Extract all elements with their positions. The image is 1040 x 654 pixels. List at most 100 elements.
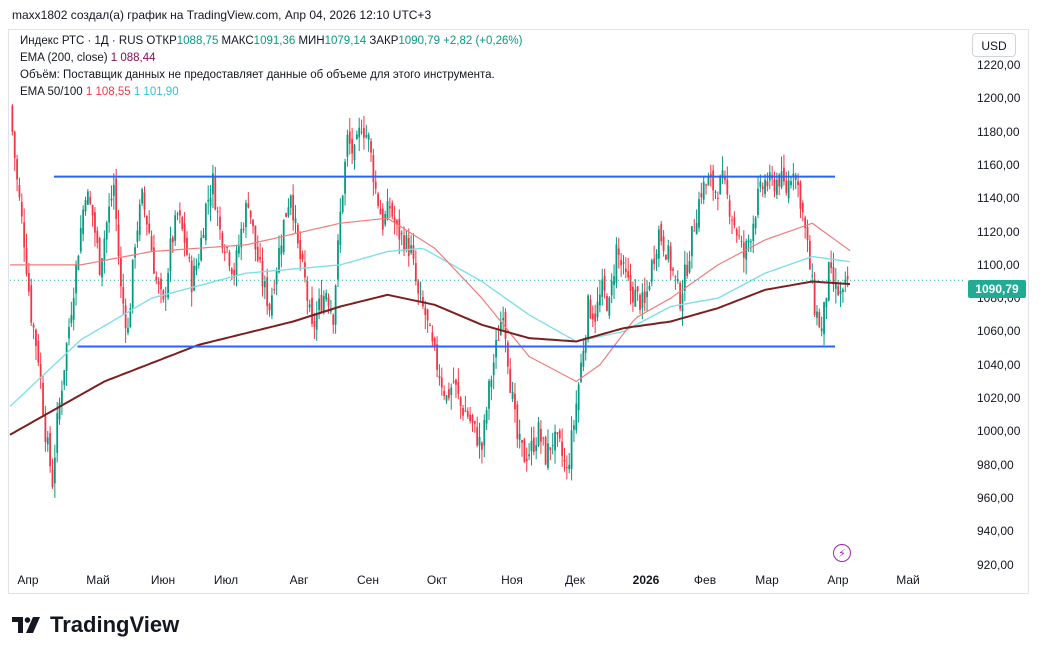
candle-body: [641, 292, 644, 308]
candle-body: [707, 176, 710, 186]
candle-body: [584, 337, 587, 353]
candle-body: [353, 145, 356, 161]
candle-body: [653, 258, 656, 264]
price-tick-label: 1060,00: [977, 324, 1021, 339]
candle-body: [492, 362, 495, 376]
candle-body: [131, 259, 134, 308]
candle-body: [292, 194, 295, 221]
candle-body: [384, 213, 387, 225]
candle-body: [391, 202, 394, 217]
candle-body: [388, 206, 391, 209]
candle-body: [348, 131, 351, 144]
flash-icon[interactable]: ⚡: [833, 544, 851, 562]
candle-body: [197, 262, 200, 266]
candle-body: [440, 377, 443, 388]
legend-ema200-row[interactable]: EMA (200, close) 1 088,44: [20, 50, 156, 66]
price-tick-label: 920,00: [977, 557, 1014, 572]
candle-body: [761, 186, 764, 190]
currency-button[interactable]: USD: [972, 33, 1016, 57]
candle-body: [665, 254, 667, 260]
candle-body: [16, 159, 18, 180]
candle-body: [72, 298, 75, 320]
candle-body: [254, 225, 257, 250]
candle-body: [417, 280, 420, 294]
low-value: 1079,14: [324, 35, 367, 47]
candle-body: [606, 295, 608, 311]
candle-body: [155, 276, 158, 281]
ema100-line: [9, 247, 851, 407]
price-tick-label: 1100,00: [977, 257, 1020, 272]
candle-body: [716, 197, 719, 199]
candle-body: [738, 235, 741, 237]
candle-body: [801, 202, 804, 213]
candle-body: [322, 296, 325, 313]
candle-body: [808, 240, 811, 270]
candle-body: [82, 209, 85, 234]
candle-body: [837, 286, 840, 296]
candle-body: [693, 230, 696, 232]
candle-body: [207, 199, 210, 202]
candle-body: [740, 240, 743, 242]
candle-body: [263, 281, 266, 288]
candle-body: [313, 321, 316, 327]
candle-body: [431, 332, 434, 342]
candle-body: [632, 286, 634, 303]
candle-body: [122, 287, 125, 304]
candle-body: [839, 290, 842, 295]
candle-body: [237, 246, 240, 254]
legend-symbol-row: Индекс РТС · 1Д · RUS ОТКР1088,75 МАКС10…: [20, 33, 522, 49]
candle-body: [141, 189, 144, 204]
candle-body: [200, 237, 203, 261]
candle-body: [518, 433, 521, 440]
candle-body: [742, 242, 745, 258]
candle-body: [233, 269, 236, 278]
candle-body: [511, 391, 514, 399]
tradingview-logo[interactable]: TradingView: [12, 612, 179, 638]
candle-body: [363, 128, 365, 138]
candle-body: [400, 232, 403, 234]
time-tick-label: Фев: [693, 573, 717, 587]
candle-body: [525, 458, 528, 462]
volume-notice: Объём: Поставщик данных не предоставляет…: [20, 69, 495, 81]
candle-body: [393, 217, 396, 223]
candle-body: [775, 179, 778, 195]
candle-body: [473, 421, 476, 424]
candle-body: [436, 344, 438, 370]
candle-body: [396, 220, 398, 225]
candle-body: [429, 324, 431, 326]
candle-body: [77, 255, 80, 271]
candle-body: [414, 262, 417, 282]
candle-body: [79, 227, 82, 252]
candle-body: [372, 155, 375, 183]
candle-body: [153, 247, 155, 274]
legend-ema-pair-row[interactable]: EMA 50/100 1 108,55 1 101,90: [20, 84, 179, 100]
candle-body: [629, 275, 632, 291]
candle-body: [86, 191, 89, 205]
candle-body: [242, 228, 245, 230]
candle-body: [195, 265, 198, 271]
ema50-value: 1 108,55: [85, 86, 131, 98]
legend-volume-row[interactable]: Объём: Поставщик данных не предоставляет…: [20, 67, 495, 83]
candle-body: [825, 298, 828, 308]
candle-body: [476, 426, 479, 446]
candle-body: [490, 379, 493, 388]
candle-body: [266, 277, 269, 306]
symbol-name[interactable]: Индекс РТС · 1Д · RUS: [20, 35, 144, 47]
candle-body: [714, 191, 717, 193]
price-tick-label: 1180,00: [977, 124, 1020, 139]
candle-body: [481, 442, 483, 450]
candle-body: [832, 267, 835, 285]
price-tick-label: 940,00: [977, 524, 1014, 539]
candle-body: [691, 226, 693, 257]
close-label: ЗАКР: [369, 35, 399, 47]
candle-body: [287, 207, 290, 217]
time-tick-label: Июл: [213, 573, 239, 587]
price-tick-label: 980,00: [977, 457, 1014, 472]
candle-body: [268, 304, 271, 311]
candle-body: [622, 262, 625, 264]
candle-body: [650, 260, 653, 282]
candle-body: [752, 223, 755, 241]
candle-body: [457, 381, 460, 394]
candle-body: [542, 437, 545, 439]
